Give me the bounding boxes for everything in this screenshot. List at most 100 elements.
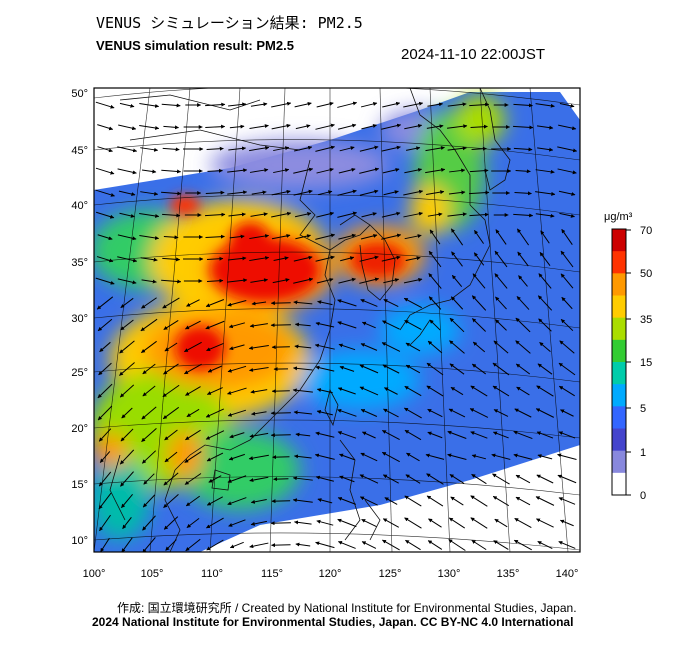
colorbar-swatch [612,362,626,385]
wind-arrow [206,387,223,395]
wind-arrow [293,410,313,415]
wind-arrow [118,124,137,131]
wind-arrow [404,517,422,529]
wind-arrow [227,278,248,283]
wind-arrow [248,454,269,461]
wind-arrow [494,250,508,268]
wind-arrow [294,322,311,327]
wind-arrow [474,230,484,244]
wind-arrow [295,124,311,130]
wind-arrow [292,498,313,503]
wind-arrow [227,190,248,195]
colorbar-swatch [612,273,626,296]
wind-arrow [493,340,509,354]
colorbar-swatch [612,251,626,274]
wind-arrow [513,539,532,551]
wind-arrow [206,539,224,551]
wind-arrow [561,296,573,310]
wind-arrow [228,212,246,217]
wind-arrow [120,319,134,331]
wind-arrow [119,212,135,218]
wind-arrow [251,301,267,306]
lon-tick-label: 135° [497,568,520,580]
wind-arrow [339,453,355,461]
wind-arrow [559,340,575,354]
wind-arrow [337,387,356,395]
colorbar-label: 5 [640,403,646,415]
wind-arrow [162,213,181,218]
wind-arrow [140,257,158,262]
wind-arrow [95,211,115,219]
wind-arrow [206,496,223,506]
wind-arrow [273,256,289,261]
wind-arrow [184,451,202,463]
wind-arrow [250,102,268,107]
wind-arrow [293,300,313,305]
wind-arrow [227,497,247,506]
colorbar-swatch [612,339,626,363]
wind-arrow [381,342,401,352]
colorbar-swatch [612,406,626,429]
wind-arrow [515,340,531,354]
wind-arrow [449,168,466,173]
wind-arrow [97,318,113,332]
wind-arrow [140,147,159,152]
wind-arrow [405,256,421,261]
wind-arrow [120,471,134,487]
wind-arrow [164,342,178,352]
wind-arrow [429,229,441,245]
colorbar-unit: μg/m³ [604,211,633,223]
wind-arrow [558,124,577,131]
wind-arrow [405,539,421,551]
wind-arrow [315,321,335,328]
wind-arrow [249,366,269,372]
wind-arrow [271,233,291,240]
wind-arrow [359,255,379,262]
wind-arrow [427,212,443,217]
wind-arrow [404,429,422,441]
wind-arrow [359,167,380,174]
wind-arrow [316,101,334,108]
wind-arrow [448,190,466,195]
wind-arrow [470,385,488,397]
concentration-field [94,88,580,552]
wind-arrow [406,146,421,151]
wind-arrow [382,101,401,108]
lon-tick-label: 115° [261,568,283,580]
lat-tick-label: 25° [71,367,88,379]
wind-arrow [227,409,247,417]
wind-arrow [469,168,489,173]
wind-arrow [403,101,424,108]
wind-arrow [141,427,157,443]
wind-arrow [383,299,399,307]
wind-arrow [205,190,225,195]
wind-arrow [229,432,245,439]
wind-arrow [535,496,555,506]
wind-arrow [271,101,292,108]
wind-arrow [227,256,247,261]
wind-arrow [295,432,311,437]
wind-arrow [117,256,138,263]
wind-arrow [139,103,160,108]
wind-arrow [339,365,355,372]
wind-arrow [292,388,313,393]
wind-arrow [99,451,111,463]
wind-arrow [140,191,159,196]
wind-arrow [315,365,335,372]
wind-arrow [117,168,137,175]
wind-arrow [406,452,420,462]
wind-arrow [100,537,110,552]
wind-arrow [121,537,133,552]
wind-arrow [404,123,423,130]
wind-arrow [316,388,333,394]
wind-arrow [471,295,487,311]
wind-arrow [272,278,290,284]
wind-arrow [317,190,333,196]
colorbar-swatch [612,428,626,452]
wind-arrow [142,515,156,531]
wind-arrow [404,385,422,397]
wind-arrow [294,212,312,218]
lat-tick-label: 45° [71,145,88,157]
wind-arrow [360,101,378,108]
wind-arrow [228,322,245,329]
